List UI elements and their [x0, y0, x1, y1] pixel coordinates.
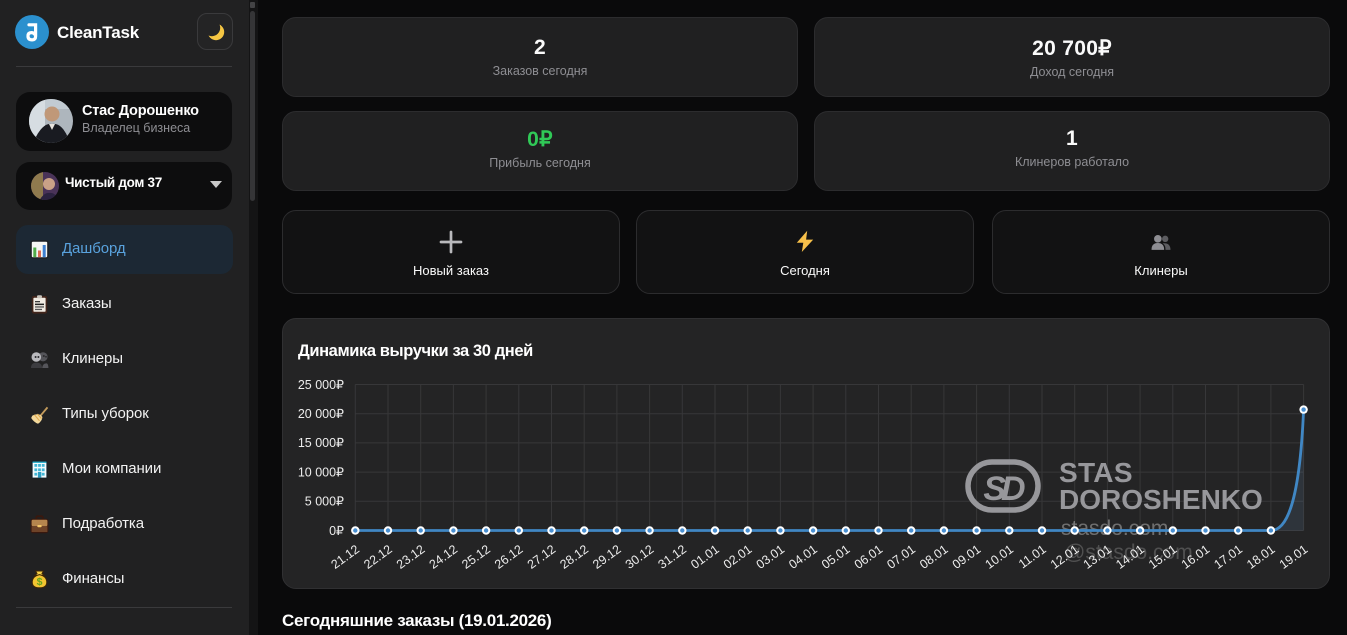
svg-text:03.01: 03.01 [754, 542, 788, 572]
svg-text:17.01: 17.01 [1211, 542, 1245, 572]
svg-text:24.12: 24.12 [427, 542, 461, 572]
svg-text:02.01: 02.01 [721, 542, 755, 572]
svg-text:25.12: 25.12 [459, 542, 493, 572]
svg-text:SD: SD [983, 470, 1025, 508]
svg-text:31.12: 31.12 [656, 542, 690, 572]
svg-text:08.01: 08.01 [917, 542, 951, 572]
svg-text:23.12: 23.12 [394, 542, 428, 572]
svg-text:30.12: 30.12 [623, 542, 657, 572]
svg-text:25 000₽: 25 000₽ [298, 378, 344, 392]
svg-text:29.12: 29.12 [590, 542, 624, 572]
svg-text:05.01: 05.01 [819, 542, 853, 572]
svg-text:07.01: 07.01 [884, 542, 918, 572]
svg-text:22.12: 22.12 [361, 542, 395, 572]
svg-text:DOROSHENKO: DOROSHENKO [1059, 484, 1263, 515]
svg-text:0₽: 0₽ [329, 524, 344, 538]
svg-text:28.12: 28.12 [557, 542, 591, 572]
svg-text:26.12: 26.12 [492, 542, 526, 572]
svg-text:5 000₽: 5 000₽ [305, 495, 344, 509]
svg-text:27.12: 27.12 [525, 542, 559, 572]
svg-text:$: $ [37, 576, 43, 588]
svg-text:10 000₽: 10 000₽ [298, 465, 344, 479]
svg-text:10.01: 10.01 [983, 542, 1017, 572]
svg-text:01.01: 01.01 [688, 542, 722, 572]
svg-text:09.01: 09.01 [950, 542, 984, 572]
svg-text:06.01: 06.01 [852, 542, 886, 572]
svg-text:@stasdo.com: @stasdo.com [1064, 541, 1193, 564]
svg-text:18.01: 18.01 [1244, 542, 1278, 572]
svg-text:04.01: 04.01 [786, 542, 820, 572]
svg-text:11.01: 11.01 [1016, 542, 1049, 571]
svg-text:15 000₽: 15 000₽ [298, 436, 344, 450]
svg-text:21.12: 21.12 [329, 542, 363, 572]
svg-text:19.01: 19.01 [1277, 542, 1311, 572]
svg-text:STAS: STAS [1059, 457, 1133, 488]
svg-text:20 000₽: 20 000₽ [298, 407, 344, 421]
